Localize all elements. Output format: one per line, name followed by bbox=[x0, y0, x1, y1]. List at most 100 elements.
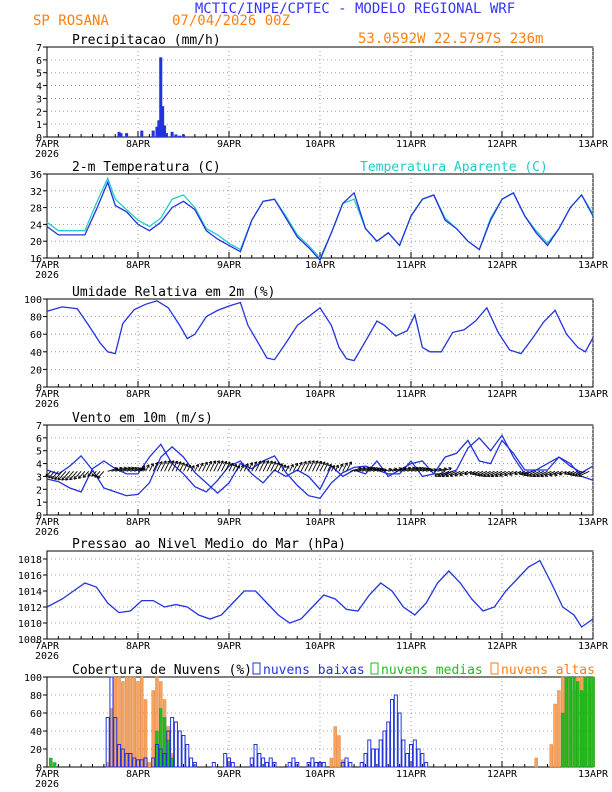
wind-vector bbox=[232, 464, 237, 472]
bar-nuvens-baixas bbox=[306, 762, 311, 768]
wind-vector bbox=[472, 470, 480, 475]
wind-vector-head bbox=[445, 473, 449, 478]
x-tick-label: 10APR bbox=[305, 389, 336, 400]
bar-nuvens-baixas bbox=[151, 757, 156, 768]
wind-vector-head bbox=[150, 463, 154, 467]
wind-vector-head bbox=[200, 462, 204, 467]
y-tick-label: 60 bbox=[30, 330, 42, 341]
wind-vector-head bbox=[294, 462, 299, 467]
wind-vector bbox=[213, 460, 220, 472]
bar-nuvens-altas bbox=[132, 676, 136, 768]
bar-nuvens-baixas bbox=[166, 730, 171, 768]
bar-nuvens-baixas bbox=[261, 757, 266, 768]
x-tick-label: 12APR bbox=[487, 769, 518, 780]
bar-nuvens-altas bbox=[549, 744, 554, 768]
bar-nuvens-baixas bbox=[253, 744, 258, 768]
wind-vector bbox=[418, 468, 428, 472]
bar-nuvens-medias bbox=[591, 676, 595, 768]
wind-vector bbox=[384, 468, 392, 472]
bar-nuvens-altas bbox=[147, 762, 152, 768]
x-tick-label: 11APR bbox=[396, 260, 427, 271]
bar-nuvens-baixas bbox=[424, 762, 429, 768]
x-tick-label: 11APR bbox=[396, 517, 427, 528]
x-tick-label: 7APR bbox=[35, 139, 60, 150]
wind-vector-head bbox=[154, 462, 159, 466]
wind-vector-head bbox=[170, 460, 175, 464]
wind-vector bbox=[270, 461, 277, 472]
bar-nuvens-baixas bbox=[295, 762, 300, 768]
wind-vector bbox=[87, 470, 93, 477]
bar-precip bbox=[125, 133, 129, 137]
wind-vector bbox=[262, 460, 269, 472]
wind-vector-head bbox=[487, 473, 491, 478]
x-tick-label: 9APR bbox=[217, 641, 242, 652]
wind-vector-head bbox=[208, 460, 213, 465]
wind-vector-head bbox=[97, 475, 101, 479]
y-tick-label: 3 bbox=[36, 472, 42, 483]
wind-vector bbox=[567, 470, 575, 475]
y-tick-label: 7 bbox=[36, 43, 42, 54]
wind-vector bbox=[97, 470, 105, 479]
y-tick-label: 36 bbox=[30, 170, 42, 181]
bar-nuvens-baixas bbox=[177, 730, 182, 768]
bar-nuvens-baixas bbox=[420, 753, 425, 768]
wind-vector-head bbox=[216, 460, 220, 464]
wind-vector-head bbox=[94, 474, 98, 478]
wind-vector bbox=[450, 470, 461, 477]
bar-nuvens-baixas bbox=[401, 739, 406, 768]
x-tick-label: 13APR bbox=[578, 139, 609, 150]
wind-vector bbox=[564, 470, 571, 475]
wind-vector-head bbox=[249, 462, 254, 466]
y-tick-label: 0 bbox=[36, 763, 42, 774]
wind-vector bbox=[426, 468, 433, 472]
y-tick-label: 20 bbox=[30, 237, 42, 248]
wind-vector bbox=[175, 461, 182, 472]
wind-vector-head bbox=[141, 465, 146, 469]
bar-nuvens-medias bbox=[564, 676, 569, 768]
y-tick-label: 4 bbox=[36, 82, 42, 93]
wind-vector bbox=[156, 461, 163, 472]
wind-vector bbox=[186, 464, 191, 472]
x-tick-label: 7APR bbox=[35, 641, 60, 652]
y-tick-label: 0 bbox=[36, 133, 42, 144]
wind-vector bbox=[148, 463, 154, 472]
wind-vector bbox=[380, 469, 387, 472]
wind-vector bbox=[137, 468, 146, 472]
bar-precip bbox=[140, 130, 144, 137]
wind-vector-head bbox=[344, 462, 348, 466]
wind-vector bbox=[122, 467, 135, 472]
y-tick-label: 0 bbox=[36, 511, 42, 522]
wind-vector bbox=[300, 461, 307, 472]
bar-precip bbox=[178, 135, 182, 137]
wind-vector bbox=[391, 467, 402, 472]
x-tick-label: 13APR bbox=[578, 769, 609, 780]
panel-title: 2-m Temperatura (C) bbox=[72, 160, 221, 175]
x-tick-label: 12APR bbox=[487, 517, 518, 528]
x-tick-label: 9APR bbox=[217, 389, 242, 400]
wind-vector bbox=[134, 468, 143, 472]
wind-vector bbox=[167, 460, 175, 472]
wind-vector bbox=[247, 462, 253, 472]
wind-vector bbox=[304, 460, 311, 472]
wind-vector bbox=[330, 465, 335, 472]
bar-nuvens-baixas bbox=[135, 759, 141, 768]
wind-vector bbox=[296, 461, 303, 472]
wind-vector bbox=[194, 464, 199, 472]
wind-vector bbox=[274, 462, 280, 472]
bar-nuvens-baixas bbox=[181, 735, 186, 768]
figure-title: MCTIC/INPE/CPTEC - MODELO REGIONAL WRF bbox=[195, 1, 515, 17]
wind-vector bbox=[369, 467, 380, 472]
wind-vector bbox=[376, 468, 385, 472]
wind-vector-head bbox=[91, 473, 95, 477]
wind-vector bbox=[61, 470, 71, 481]
bar-precip bbox=[170, 131, 174, 137]
y-tick-label: 1014 bbox=[18, 587, 42, 598]
wind-vector bbox=[179, 462, 185, 472]
wind-vector bbox=[483, 470, 495, 477]
location-label: 53.0592W 22.5797S 236m bbox=[358, 31, 543, 47]
bar-nuvens-baixas bbox=[158, 748, 163, 768]
wind-vector-head bbox=[69, 476, 73, 481]
y-tick-label: 24 bbox=[30, 220, 42, 231]
y-tick-label: 60 bbox=[30, 709, 42, 720]
wind-vector bbox=[357, 467, 370, 472]
